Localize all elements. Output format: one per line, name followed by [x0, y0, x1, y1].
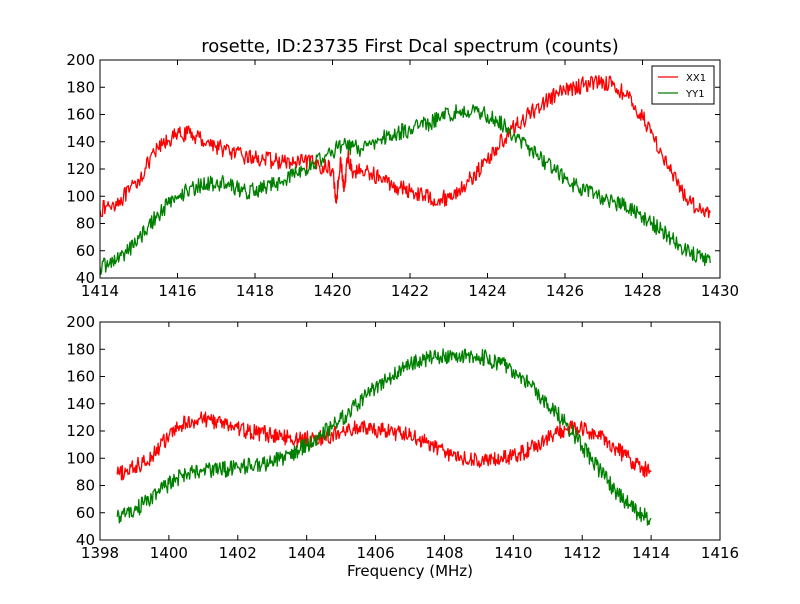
top-y-tick-label: 200 [66, 51, 95, 69]
top-x-tick-label: 1426 [546, 282, 584, 300]
bottom-x-tick-label: 1416 [701, 544, 739, 562]
bottom-y-tick-label: 40 [76, 531, 95, 549]
bottom-x-tick-label: 1404 [288, 544, 326, 562]
top-x-tick-label: 1420 [313, 282, 351, 300]
x-axis-label: Frequency (MHz) [347, 562, 473, 580]
bottom-x-tick-label: 1412 [563, 544, 601, 562]
bottom-y-tick-label: 160 [66, 368, 95, 386]
top-y-tick-label: 60 [76, 242, 95, 260]
top-panel-series [99, 74, 711, 275]
bottom-y-tick-label: 120 [66, 422, 95, 440]
bottom-y-tick-label: 140 [66, 395, 95, 413]
top-y-tick-label: 140 [66, 133, 95, 151]
top-y-tick-label: 160 [66, 106, 95, 124]
top-x-tick-label: 1428 [623, 282, 661, 300]
bottom-x-tick-label: 1406 [356, 544, 394, 562]
bottom-y-tick-label: 200 [66, 313, 95, 331]
legend-label-yy1: YY1 [685, 89, 705, 100]
top-y-tick-label: 180 [66, 78, 95, 96]
top-y-tick-label: 120 [66, 160, 95, 178]
top-x-tick-label: 1424 [468, 282, 506, 300]
bottom-series-line-red [116, 411, 652, 481]
bottom-x-tick-label: 1410 [494, 544, 532, 562]
top-x-tick-label: 1418 [236, 282, 274, 300]
legend-label-xx1: XX1 [686, 73, 706, 84]
bottom-x-tick-label: 1414 [632, 544, 670, 562]
legend-box [651, 65, 715, 105]
top-x-tick-label: 1430 [701, 282, 739, 300]
bottom-panel-series [116, 348, 652, 526]
top-y-tick-label: 40 [76, 269, 95, 287]
top-x-tick-label: 1416 [158, 282, 196, 300]
top-y-tick-label: 80 [76, 215, 95, 233]
top-series-line-yy1 [99, 104, 711, 275]
bottom-series-line-green [116, 348, 652, 526]
bottom-y-tick-label: 60 [76, 504, 95, 522]
bottom-panel-ticks: 1398 1400 1402 1404 1406 1408 1410 1412 1414 1416… [66, 313, 739, 562]
top-y-tick-label: 100 [66, 187, 95, 205]
bottom-panel: 1398 1400 1402 1404 1406 1408 1410 1412 1414 1416… [66, 313, 739, 562]
bottom-x-tick-label: 1398 [81, 544, 119, 562]
top-panel-ticks: 1414 1416 1418 1420 1422 1424 1426 1428 1430 40 60… [66, 51, 739, 300]
top-panel: 1414 1416 1418 1420 1422 1424 1426 1428 1430 40 60… [66, 51, 739, 300]
bottom-y-tick-label: 80 [76, 477, 95, 495]
top-x-tick-label: 1422 [391, 282, 429, 300]
bottom-x-tick-label: 1408 [425, 544, 463, 562]
bottom-y-tick-label: 100 [66, 449, 95, 467]
bottom-y-tick-label: 180 [66, 340, 95, 358]
bottom-x-tick-label: 1402 [219, 544, 257, 562]
chart-title: rosette, ID:23735 First Dcal spectrum (c… [201, 36, 619, 57]
top-series-line-xx1 [99, 74, 711, 219]
top-x-tick-label: 1414 [81, 282, 119, 300]
bottom-x-tick-label: 1400 [150, 544, 188, 562]
